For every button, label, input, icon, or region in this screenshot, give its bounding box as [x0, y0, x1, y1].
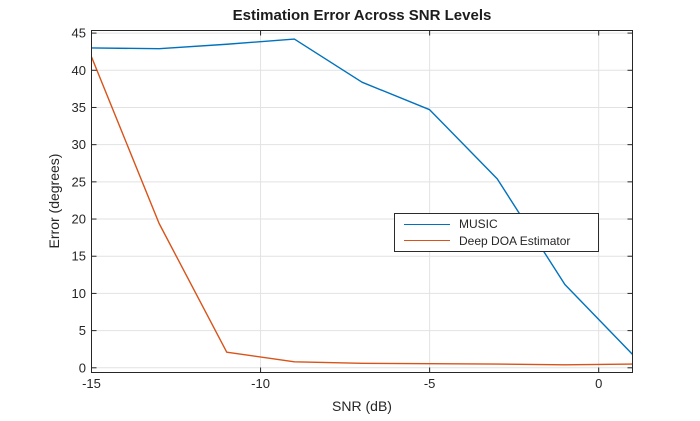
y-tick-label: 25 — [72, 174, 86, 189]
y-tick-label: 0 — [79, 360, 86, 375]
y-tick-label: 45 — [72, 26, 86, 41]
series-line-deep-doa-estimator — [90, 56, 633, 366]
x-tick-label: -15 — [82, 376, 101, 391]
legend-label: Deep DOA Estimator — [459, 233, 571, 248]
x-axis: -15 -10 -5 0 — [82, 30, 602, 391]
legend-item-music: MUSIC — [395, 218, 598, 230]
plot-lines — [90, 38, 634, 366]
x-tick-label: -5 — [424, 376, 436, 391]
y-tick-label: 30 — [72, 137, 86, 152]
y-axis-label: Error (degrees) — [46, 153, 62, 249]
x-tick-label: -10 — [251, 376, 270, 391]
legend-line-sample — [404, 240, 450, 242]
y-axis: 0 5 10 15 20 25 30 35 40 45 — [72, 26, 633, 375]
chart-title: Estimation Error Across SNR Levels — [232, 7, 492, 24]
series-line-music — [91, 38, 634, 355]
y-tick-label: 10 — [72, 286, 86, 301]
x-axis-label: SNR (dB) — [332, 398, 392, 414]
y-tick-label: 5 — [79, 323, 86, 338]
y-tick-label: 15 — [72, 249, 86, 264]
grid — [91, 30, 633, 373]
legend-box: MUSIC Deep DOA Estimator — [394, 213, 599, 252]
axes-box — [91, 30, 633, 373]
x-tick-label: 0 — [595, 376, 602, 391]
y-tick-label: 20 — [72, 212, 86, 227]
legend-label: MUSIC — [459, 217, 498, 232]
legend-line-sample — [404, 223, 450, 225]
legend-item-deep-doa-estimator: Deep DOA Estimator — [395, 235, 598, 247]
y-tick-label: 40 — [72, 63, 86, 78]
y-tick-label: 35 — [72, 100, 86, 115]
